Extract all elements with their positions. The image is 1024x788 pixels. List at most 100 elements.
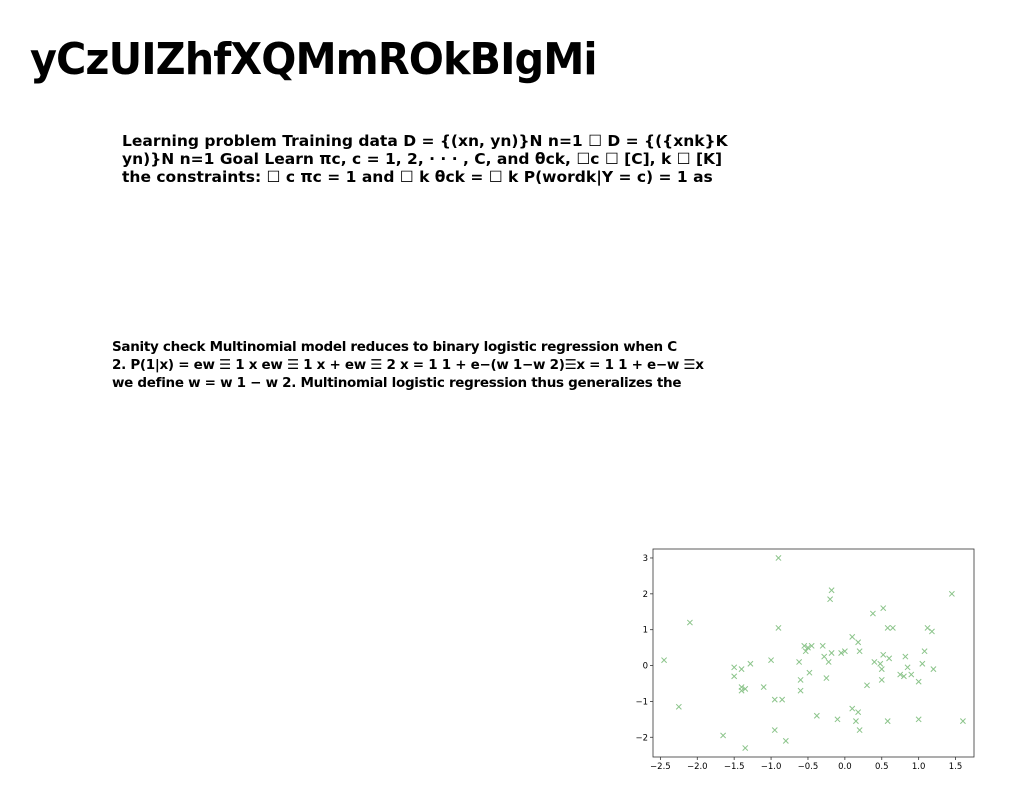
scatter-point (775, 624, 782, 631)
scatter-point (686, 619, 693, 626)
paragraph-line: yn)}N n=1 Goal Learn πc, c = 1, 2, · · ·… (122, 150, 723, 168)
scatter-point (889, 624, 896, 631)
paragraph-line: Learning problem Training data D = {(xn,… (122, 132, 728, 150)
scatter-point (959, 718, 966, 725)
scatter-point (878, 676, 885, 683)
scatter-point (880, 605, 887, 612)
scatter-point (775, 555, 782, 561)
paragraph-line: Sanity check Multinomial model reduces t… (112, 339, 677, 355)
scatter-point (869, 610, 876, 617)
y-axis: −2 −1 0 1 2 3 (635, 554, 653, 743)
scatter-point (838, 650, 845, 656)
x-tick-label: −2.0 (687, 762, 708, 772)
scatter-point (813, 712, 820, 719)
scatter-point (827, 596, 834, 603)
scatter-point (747, 660, 754, 667)
x-tick-label: −1.0 (761, 762, 782, 772)
scatter-point (919, 660, 926, 667)
scatter-point (948, 590, 955, 597)
scatter-point (900, 673, 907, 680)
y-tick-label: −2 (635, 733, 648, 743)
scatter-point (884, 718, 891, 725)
sanity-check-paragraph: Sanity check Multinomial model reduces t… (112, 338, 704, 392)
scatter-points (661, 555, 966, 751)
scatter-point (802, 648, 809, 655)
scatter-point (661, 657, 668, 664)
scatter-point (782, 737, 789, 744)
scatter-point (856, 727, 863, 734)
scatter-point (738, 687, 745, 694)
scatter-point (806, 669, 813, 676)
scatter-point (915, 678, 922, 685)
scatter-point (904, 664, 911, 671)
learning-problem-paragraph: Learning problem Training data D = {(xn,… (122, 132, 728, 186)
scatter-point (880, 651, 887, 658)
scatter-point (852, 718, 859, 725)
scatter-point (855, 709, 862, 716)
scatter-point (886, 655, 893, 662)
y-tick-label: 1 (643, 626, 648, 636)
scatter-figure: −2.5 −2.0 −1.5 −1.0 −0.5 0.0 0.5 1.0 1.5 −2 −1 0 1 2… (630, 545, 980, 775)
y-tick-label: 0 (643, 662, 648, 672)
paragraph-line: the constraints: ☐ c πc = 1 and ☐ k θck … (122, 168, 713, 186)
scatter-point (797, 687, 804, 694)
scatter-point (801, 642, 808, 649)
y-tick-label: 3 (643, 554, 648, 564)
scatter-point (877, 660, 884, 667)
scatter-point (849, 633, 856, 640)
plot-frame (652, 548, 975, 758)
scatter-point (819, 642, 826, 649)
scatter-point (915, 716, 922, 723)
scatter-point (871, 659, 878, 665)
scatter-point (924, 624, 931, 631)
y-tick-label: 2 (643, 590, 648, 600)
scatter-point (849, 705, 856, 712)
scatter-point (908, 671, 915, 678)
scatter-point (856, 648, 863, 655)
scatter-point (897, 671, 904, 678)
x-tick-label: 0.5 (875, 762, 889, 772)
page-title: yCzUIZhfXQMmROkBIgMi (30, 34, 598, 85)
x-axis: −2.5 −2.0 −1.5 −1.0 −0.5 0.0 0.5 1.0 1.5 (650, 757, 962, 772)
scatter-point (828, 587, 835, 594)
scatter-point (864, 682, 870, 689)
scatter-point (779, 696, 786, 703)
scatter-point (834, 716, 841, 723)
scatter-point (742, 685, 749, 692)
scatter-point (720, 732, 727, 739)
scatter-point (760, 684, 767, 691)
scatter-point (878, 666, 885, 673)
scatter-point (731, 673, 738, 680)
scatter-point (930, 666, 937, 673)
x-tick-label: −1.5 (724, 762, 745, 772)
paragraph-line: 2. P(1|x) = ew ☰ 1 x ew ☰ 1 x + ew ☰ 2 x… (112, 357, 704, 373)
scatter-point (902, 653, 909, 660)
scatter-point (855, 639, 862, 646)
scatter-point (884, 624, 891, 631)
x-tick-label: −0.5 (798, 762, 819, 772)
y-tick-label: −1 (635, 697, 648, 707)
scatter-point (768, 657, 775, 664)
x-tick-label: 0.0 (838, 762, 852, 772)
paragraph-line: we define w = w 1 − w 2. Multinomial log… (112, 375, 682, 391)
scatter-point (808, 642, 815, 649)
x-tick-label: 1.0 (912, 762, 926, 772)
scatter-point (742, 745, 749, 751)
scatter-point (797, 676, 804, 683)
scatter-point (821, 653, 828, 660)
scatter-point (823, 675, 830, 682)
scatter-point (738, 666, 745, 673)
scatter-point (796, 659, 803, 665)
x-tick-label: −2.5 (650, 762, 671, 772)
scatter-point (771, 727, 778, 734)
x-tick-label: 1.5 (949, 762, 963, 772)
scatter-chart: −2.5 −2.0 −1.5 −1.0 −0.5 0.0 0.5 1.0 1.5 −2 −1 0 1 2… (635, 548, 975, 772)
scatter-point (771, 696, 778, 703)
scatter-point (825, 659, 832, 665)
scatter-point (841, 648, 848, 655)
scatter-point (921, 648, 928, 655)
scatter-point (828, 650, 835, 656)
scatter-point (928, 628, 935, 635)
scatter-point (805, 644, 811, 651)
scatter-point (675, 703, 682, 710)
